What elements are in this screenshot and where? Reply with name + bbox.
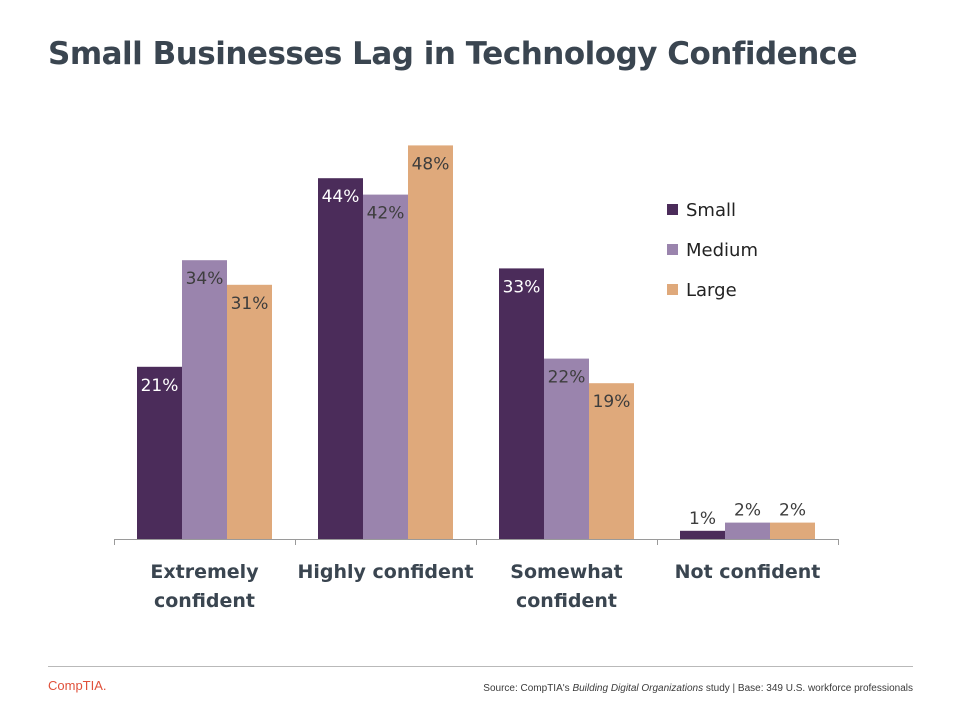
data-label-medium-extremely-confident: 34% [186, 269, 224, 289]
data-label-small-extremely-confident: 21% [141, 376, 179, 396]
data-label-large-highly-confident: 48% [412, 154, 450, 174]
legend-label-small: Small [686, 200, 736, 221]
data-label-medium-somewhat-confident: 22% [548, 368, 586, 388]
source-suffix: study | Base: 349 U.S. workforce profess… [703, 683, 913, 694]
page-title: Small Businesses Lag in Technology Confi… [48, 36, 858, 72]
data-label-large-extremely-confident: 31% [231, 294, 269, 314]
data-label-small-somewhat-confident: 33% [503, 277, 541, 297]
bar-small-not-confident [680, 530, 725, 539]
bar-small-somewhat-confident [499, 268, 544, 539]
bar-large-somewhat-confident [589, 383, 634, 539]
bar-large-not-confident [770, 522, 815, 539]
bar-medium-somewhat-confident [544, 358, 589, 539]
source-study-title: Building Digital Organizations [572, 683, 704, 694]
bar-small-extremely-confident [137, 366, 182, 539]
bar-medium-highly-confident [363, 194, 408, 539]
legend-swatch-medium [667, 244, 678, 255]
source-prefix: Source: CompTIA's [483, 683, 573, 694]
x-tick-label-highly-confident: Highly confident [297, 561, 473, 583]
bar-large-extremely-confident [227, 284, 272, 539]
x-tick-label-somewhat-confident: Somewhat confident [510, 561, 622, 612]
legend-swatch-large [667, 284, 678, 295]
legend-label-medium: Medium [686, 240, 758, 261]
data-label-medium-not-confident: 2% [734, 501, 761, 521]
comptia-logo: CompTIA. [48, 678, 107, 693]
footer-divider [48, 666, 913, 667]
data-label-small-not-confident: 1% [689, 509, 716, 529]
bar-medium-extremely-confident [182, 260, 227, 539]
data-label-large-not-confident: 2% [779, 501, 806, 521]
x-tick-label-extremely-confident: Extremely confident [150, 561, 259, 612]
bar-small-highly-confident [318, 178, 363, 539]
source-note: Source: CompTIA's Building Digital Organ… [483, 683, 913, 694]
data-label-small-highly-confident: 44% [322, 187, 360, 207]
bar-medium-not-confident [725, 522, 770, 539]
data-label-large-somewhat-confident: 19% [593, 392, 631, 412]
legend-label-large: Large [686, 280, 737, 301]
legend-swatch-small [667, 204, 678, 215]
bar-large-highly-confident [408, 145, 453, 539]
data-label-medium-highly-confident: 42% [367, 204, 405, 224]
x-tick-label-not-confident: Not confident [675, 561, 821, 583]
